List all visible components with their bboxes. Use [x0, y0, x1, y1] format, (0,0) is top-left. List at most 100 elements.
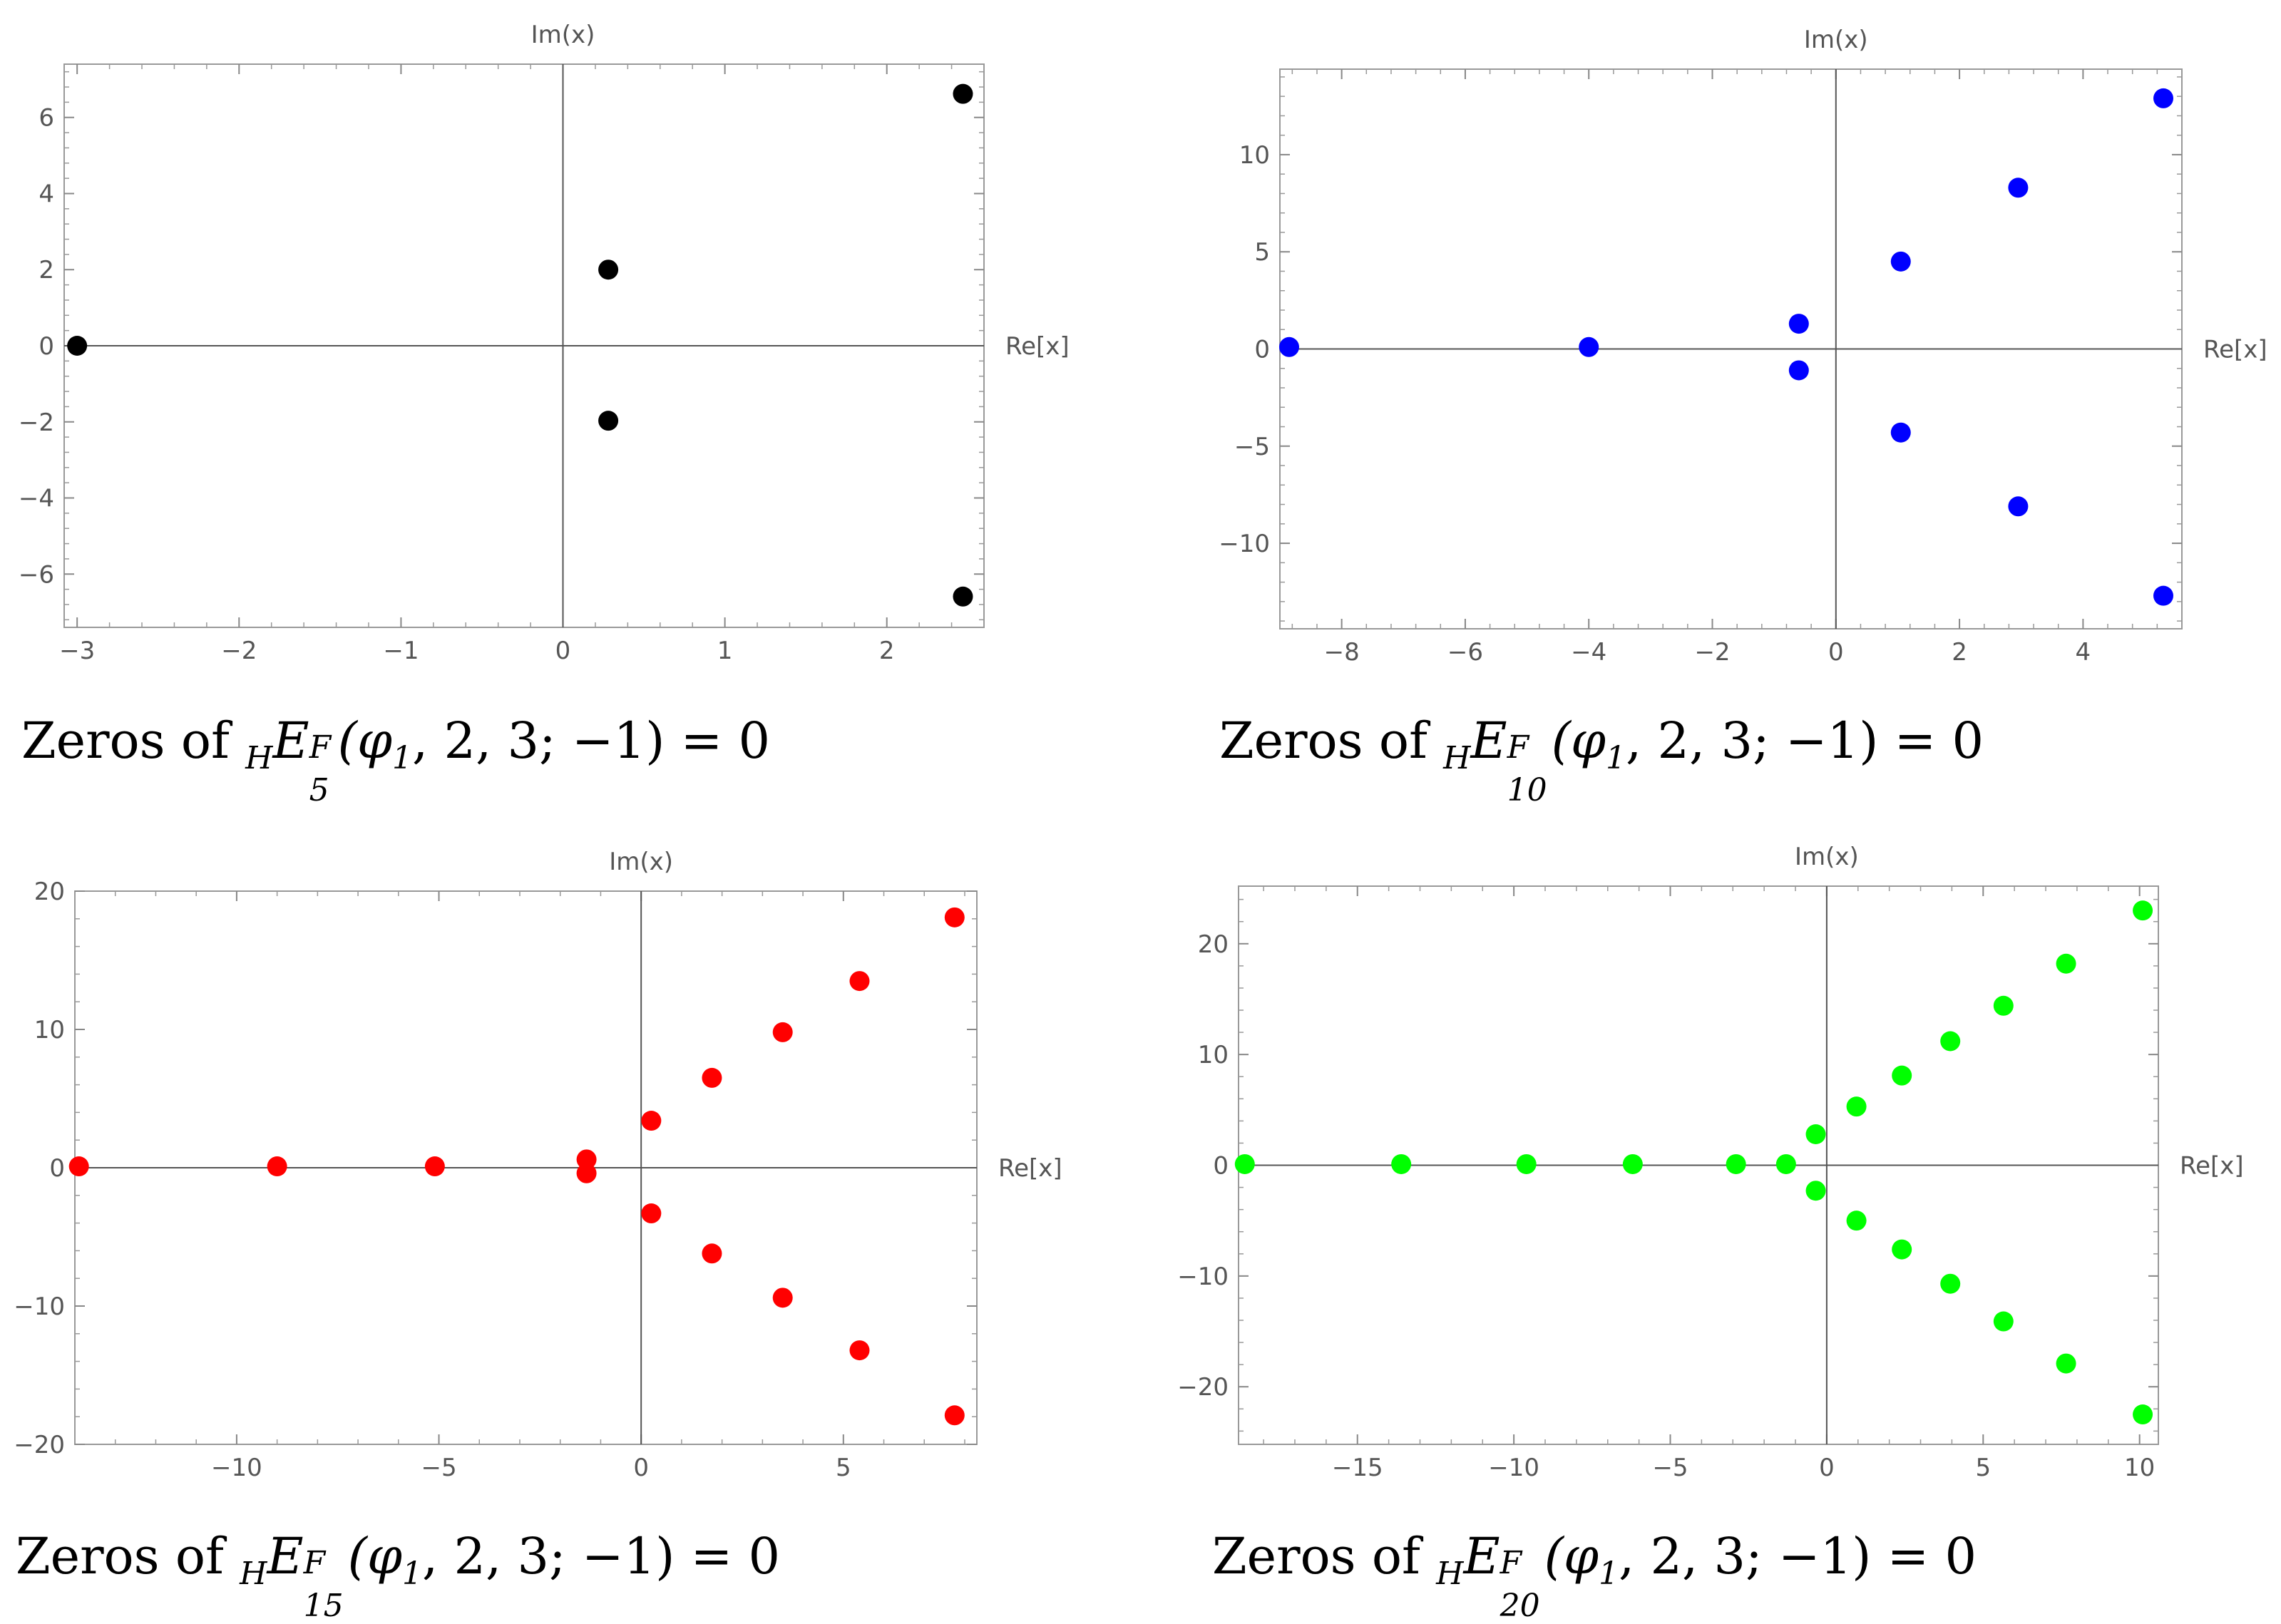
x-tick-label: −10 — [1488, 1454, 1539, 1482]
x-tick-label: 4 — [2076, 638, 2091, 667]
y-tick-label: 0 — [49, 1154, 65, 1183]
zero-point — [1890, 422, 1911, 443]
x-tick-label: −15 — [1332, 1454, 1383, 1482]
x-tick-label: 2 — [1952, 638, 1967, 667]
y-tick-label: 10 — [34, 1016, 65, 1044]
zero-point — [267, 1156, 287, 1177]
zero-point — [2133, 1404, 2153, 1425]
y-tick-label: 6 — [39, 104, 54, 133]
zero-point — [1788, 360, 1809, 381]
x-tick-label: 0 — [555, 637, 571, 665]
caption-panel-3: Zeros of HE F 15 (φ1, 2, 3; −1) = 0 — [16, 1527, 781, 1624]
x-tick-label: 5 — [1975, 1454, 1991, 1482]
zero-point — [772, 1288, 793, 1308]
y-tick-label: −2 — [19, 408, 54, 437]
y-tick-label: −5 — [1234, 433, 1270, 461]
zero-point — [424, 1156, 445, 1177]
zero-point — [1391, 1153, 1412, 1174]
chart-panel-3: −10 −5 0 5 −20 −10 0 10 20 Im(x) Re[x] — [14, 848, 1062, 1482]
zero-point — [1940, 1031, 1961, 1052]
zero-point — [641, 1203, 662, 1224]
zero-point — [1993, 995, 2014, 1016]
x-tick-label: −6 — [1447, 638, 1483, 667]
zero-point — [1805, 1181, 1826, 1201]
zero-point — [1805, 1124, 1826, 1144]
y-tick-label: −4 — [19, 485, 54, 513]
chart-panel-1: −3 −2 −1 0 1 2 −6 −4 −2 0 2 4 6 Im(x) Re[x] — [19, 21, 1070, 665]
y-axis-label: Im(x) — [609, 848, 673, 876]
zero-point — [598, 411, 619, 431]
zero-point — [944, 1405, 965, 1426]
zero-point — [1775, 1153, 1796, 1174]
x-tick-label: −4 — [1571, 638, 1606, 667]
zero-point — [1726, 1153, 1746, 1174]
y-tick-label: −10 — [1177, 1263, 1229, 1291]
chart-panel-2: −8 −6 −4 −2 0 2 4 −10 −5 0 5 10 Im(x) Re[x] — [1219, 26, 2267, 667]
zero-point — [1993, 1311, 2014, 1332]
y-tick-label: 4 — [39, 180, 54, 208]
zero-point — [2133, 900, 2153, 921]
x-axis-label: Re[x] — [1005, 332, 1070, 361]
zero-point — [953, 586, 973, 607]
y-tick-label: 10 — [1239, 141, 1270, 170]
y-tick-label: −6 — [19, 560, 54, 589]
zero-point — [1890, 251, 1911, 272]
zero-point — [953, 83, 973, 104]
zero-point — [68, 1156, 89, 1177]
y-axis-label: Im(x) — [531, 21, 595, 49]
zero-point — [1892, 1065, 1912, 1086]
zero-point — [702, 1243, 722, 1264]
y-tick-label: 2 — [39, 256, 54, 284]
x-tick-label: 5 — [836, 1454, 851, 1482]
x-tick-label: −8 — [1324, 638, 1360, 667]
y-axis-label: Im(x) — [1795, 843, 1859, 871]
x-tick-label: 2 — [879, 637, 895, 665]
x-axis-label: Re[x] — [998, 1154, 1062, 1183]
zero-point — [67, 336, 88, 356]
x-tick-label: 10 — [2124, 1454, 2155, 1482]
zero-point — [772, 1022, 793, 1042]
zero-point — [849, 971, 870, 992]
y-axis-label: Im(x) — [1804, 26, 1868, 54]
y-tick-label: −20 — [1177, 1373, 1229, 1402]
y-tick-label: 20 — [34, 878, 65, 906]
y-tick-label: 5 — [1254, 238, 1270, 267]
zero-point — [641, 1111, 662, 1131]
zero-point — [2153, 88, 2174, 108]
y-tick-label: 0 — [1254, 336, 1270, 364]
x-tick-label: −2 — [221, 637, 257, 665]
zero-point — [1622, 1153, 1643, 1174]
zero-point — [944, 907, 965, 927]
zero-point — [1940, 1273, 1961, 1294]
y-tick-label: 0 — [39, 332, 54, 361]
zero-point — [2153, 585, 2174, 606]
y-tick-label: −10 — [14, 1292, 65, 1321]
zero-point — [849, 1340, 870, 1361]
zero-point — [2008, 178, 2029, 198]
caption-panel-1: Zeros of HE F 5 (φ1, 2, 3; −1) = 0 — [21, 711, 771, 808]
caption-panel-4: Zeros of HE F 20 (φ1, 2, 3; −1) = 0 — [1212, 1527, 1977, 1624]
x-tick-label: 1 — [717, 637, 733, 665]
x-tick-label: 0 — [1828, 638, 1844, 667]
y-tick-label: −10 — [1219, 530, 1270, 558]
zero-point — [2008, 496, 2029, 517]
x-tick-label: −3 — [59, 637, 95, 665]
zero-point — [1846, 1211, 1867, 1231]
x-tick-label: −5 — [421, 1454, 456, 1482]
y-tick-label: 20 — [1198, 930, 1229, 959]
y-tick-label: −20 — [14, 1431, 65, 1459]
zero-point — [2056, 953, 2076, 974]
x-tick-label: −1 — [383, 637, 419, 665]
zero-point — [2056, 1353, 2076, 1374]
zero-point — [576, 1149, 597, 1170]
zero-point — [1846, 1096, 1867, 1117]
zero-point — [1234, 1153, 1255, 1174]
zero-point — [702, 1067, 722, 1088]
x-tick-label: −10 — [211, 1454, 262, 1482]
y-tick-label: 10 — [1198, 1041, 1229, 1069]
zero-point — [598, 259, 619, 280]
x-axis-label: Re[x] — [2203, 336, 2267, 364]
zero-point — [1278, 336, 1299, 357]
y-tick-label: 0 — [1213, 1152, 1229, 1181]
